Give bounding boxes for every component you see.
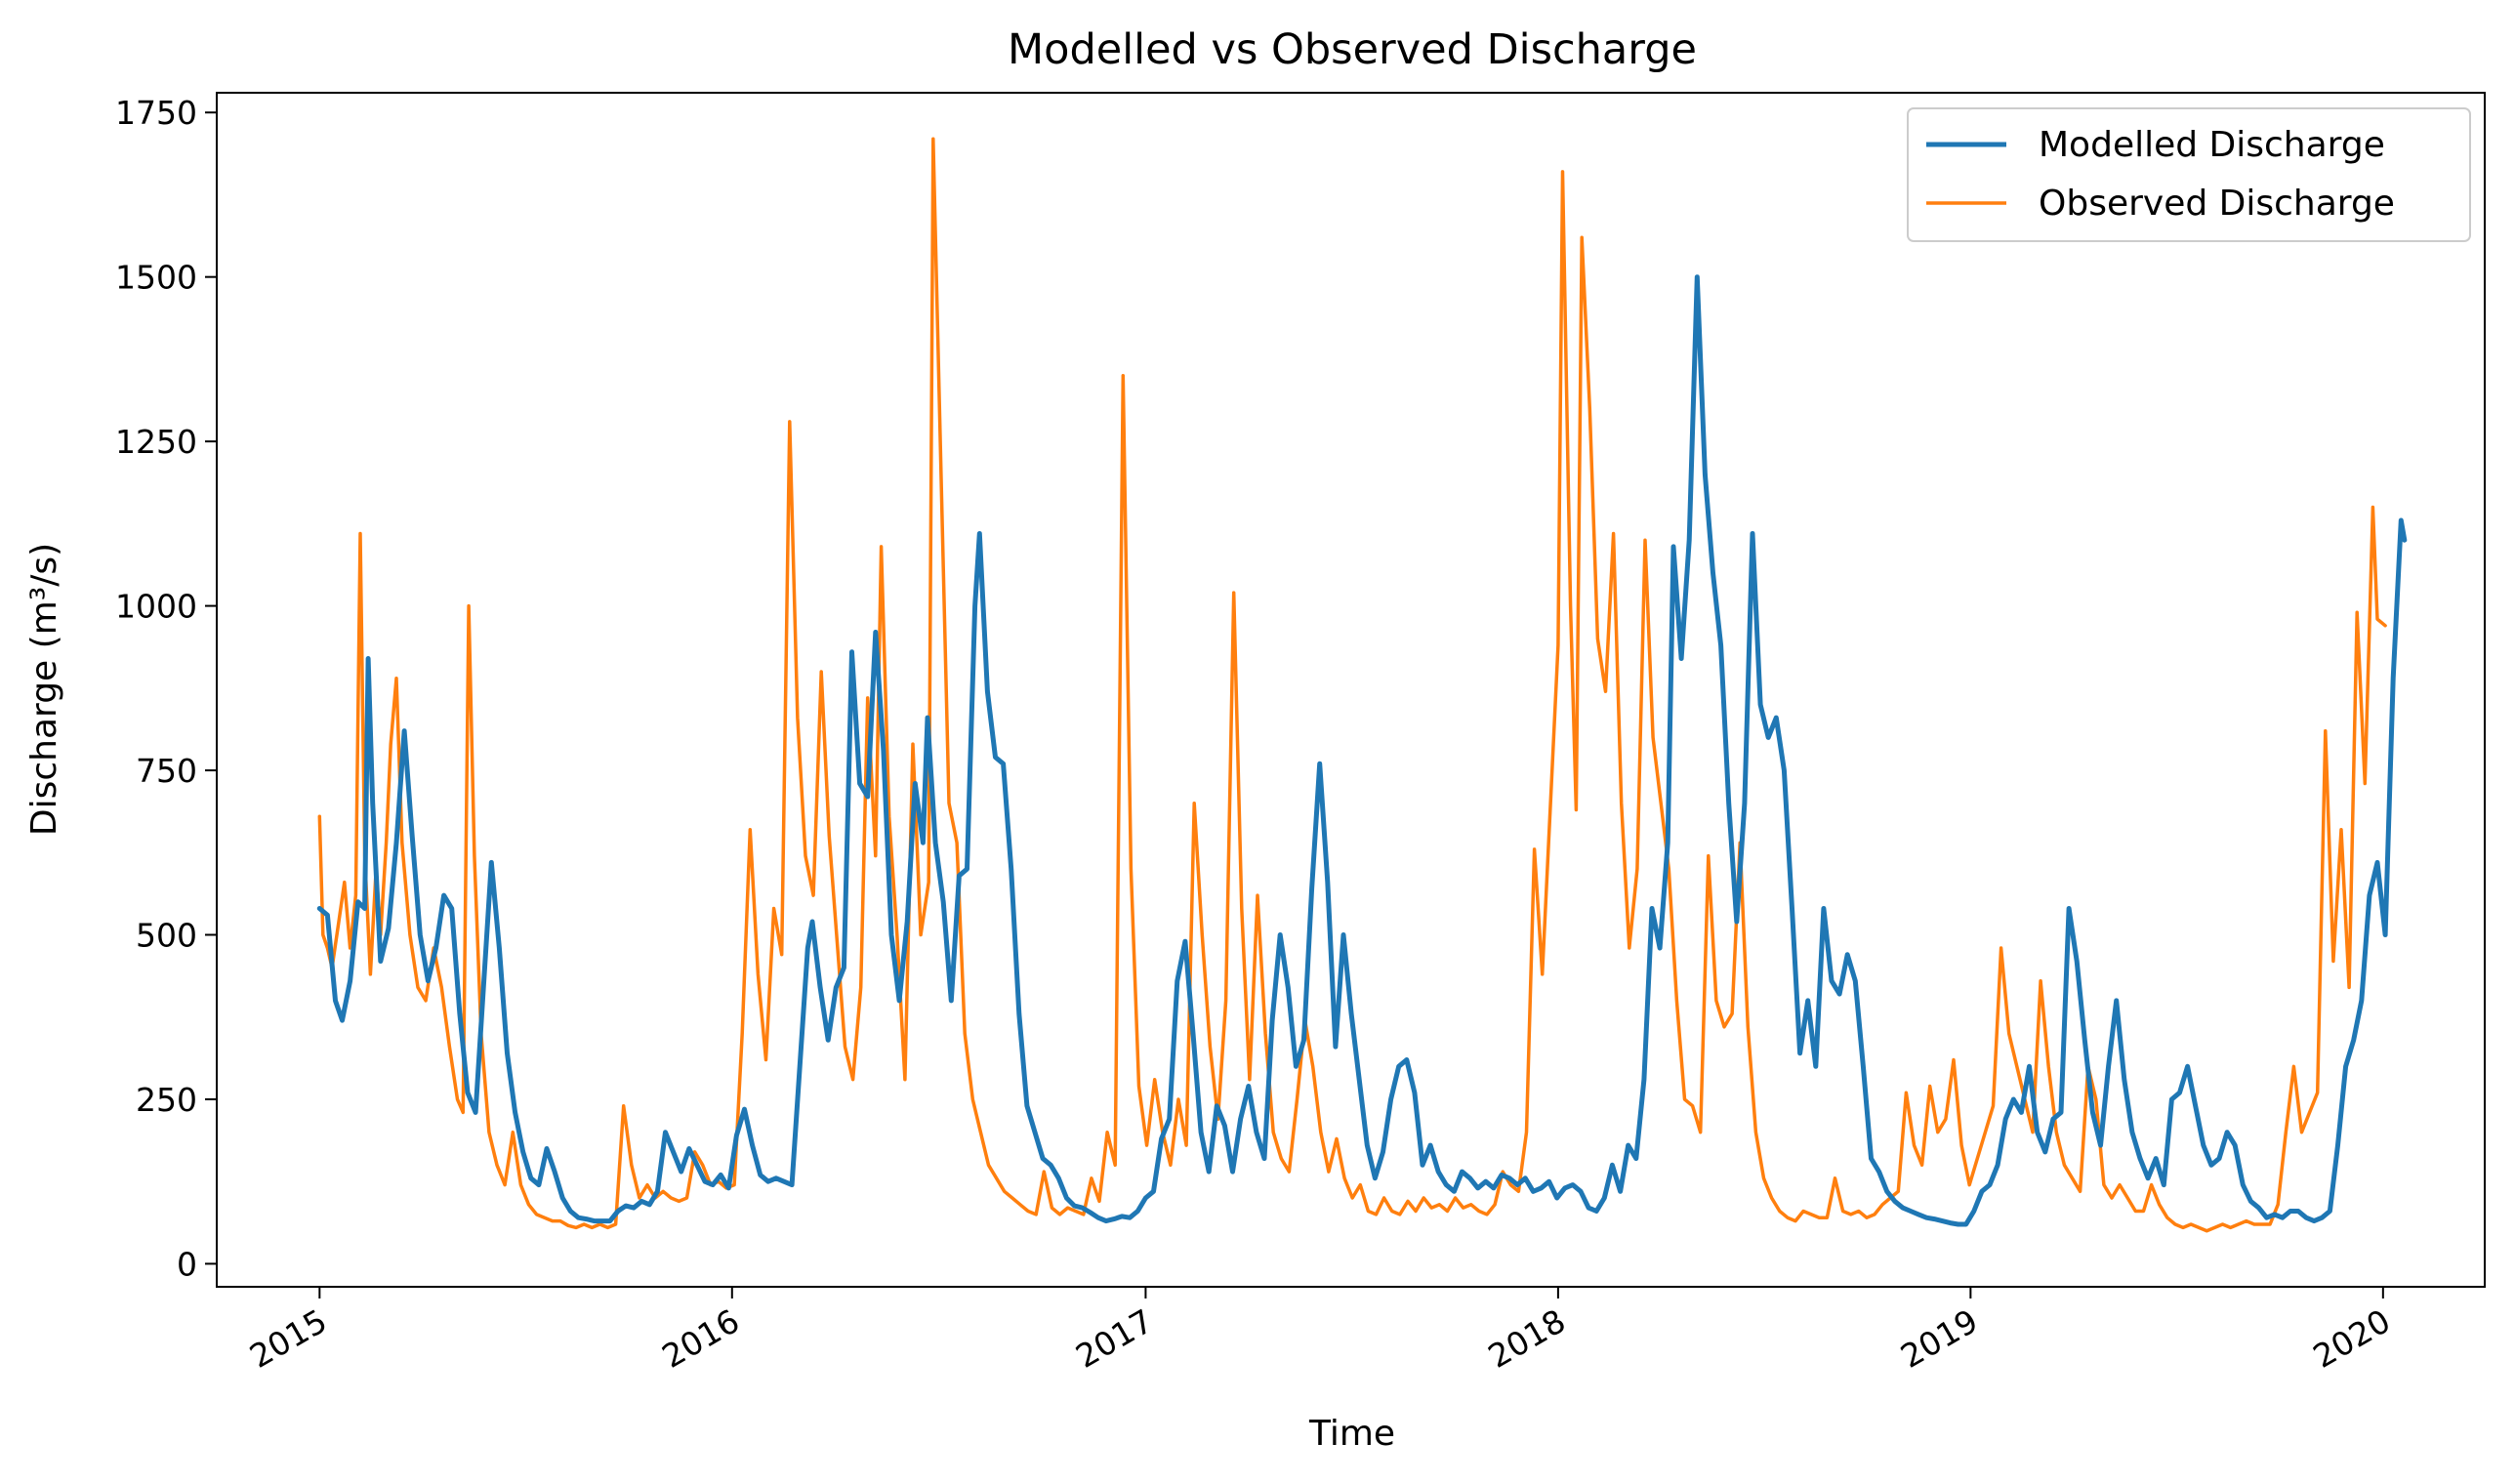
- y-tick-label: 1000: [115, 588, 197, 626]
- legend-label-observed: Observed Discharge: [2039, 184, 2395, 224]
- plot-frame: [216, 92, 2486, 1288]
- y-tick-label: 250: [136, 1081, 197, 1119]
- y-tick-label: 1750: [115, 94, 197, 132]
- series-line-modelled: [316, 274, 2408, 1227]
- legend-label-modelled: Modelled Discharge: [2039, 125, 2385, 165]
- x-axis-label: Time: [1308, 1414, 1395, 1454]
- y-axis-label: Discharge (m³/s): [24, 543, 64, 836]
- series-line-observed: [317, 137, 2387, 1233]
- y-axis: 0 250 500 750 1000 1250 1500 1750: [115, 94, 217, 1283]
- series-layer: [316, 137, 2408, 1233]
- plot-area: [217, 93, 2485, 1287]
- y-tick-label: 1250: [115, 423, 197, 461]
- legend-box: [1907, 107, 2471, 242]
- y-tick-label: 0: [177, 1245, 197, 1283]
- y-tick-label: 1500: [115, 259, 197, 297]
- y-tick-label: 750: [136, 752, 197, 790]
- y-tick-label: 500: [136, 917, 197, 955]
- chart-title: Modelled vs Observed Discharge: [1008, 25, 1697, 74]
- legend: Modelled Discharge Observed Discharge: [1907, 107, 2471, 242]
